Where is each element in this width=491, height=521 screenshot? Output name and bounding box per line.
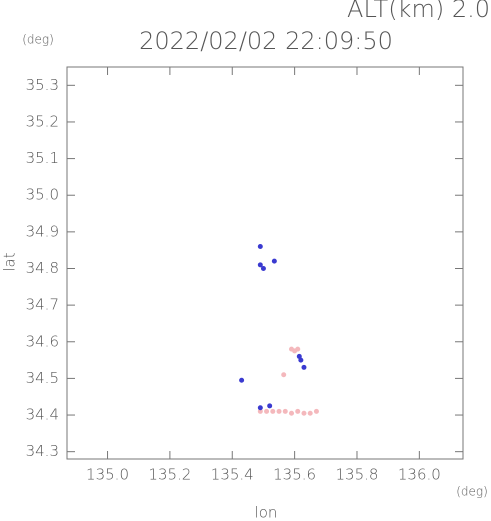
y-tick-label: 34.5 [26, 369, 59, 387]
point [260, 265, 266, 271]
x-tick-label: 136.0 [398, 466, 441, 484]
y-tick-label: 34.3 [26, 442, 59, 460]
y-tick-label: 35.2 [26, 112, 59, 130]
point [289, 410, 295, 416]
point [301, 364, 307, 370]
y-axis-unit: (deg) [22, 33, 54, 47]
point [257, 408, 263, 414]
x-axis-unit: (deg) [456, 485, 488, 499]
y-tick-label: 34.6 [26, 332, 59, 350]
y-tick-label: 34.8 [26, 259, 59, 277]
point [239, 377, 245, 383]
y-tick-label: 34.4 [26, 406, 59, 424]
y-tick-label: 34.9 [26, 222, 59, 240]
y-tick-label: 34.7 [26, 296, 59, 314]
x-axis-label: lon [255, 504, 278, 521]
point [282, 408, 288, 414]
point [271, 258, 277, 264]
point [270, 408, 276, 414]
x-tick-label: 135.8 [336, 466, 379, 484]
chart-subtitle: ALT(km) 2.0 [347, 0, 490, 23]
point [267, 403, 273, 409]
y-axis-label: lat [1, 252, 19, 271]
point [307, 410, 313, 416]
x-tick-label: 135.0 [86, 466, 129, 484]
point [313, 408, 319, 414]
point [295, 408, 301, 414]
plot-frame [66, 66, 464, 460]
y-tick-label: 35.0 [26, 186, 59, 204]
point [276, 408, 282, 414]
point [264, 408, 270, 414]
point [298, 357, 304, 363]
point [301, 410, 307, 416]
y-tick-label: 35.3 [26, 76, 59, 94]
x-tick-label: 135.2 [148, 466, 191, 484]
x-tick-label: 135.6 [273, 466, 316, 484]
y-tick-label: 35.1 [26, 149, 59, 167]
point [257, 262, 263, 268]
chart-title: 2022/02/02 22:09:50 [139, 27, 393, 55]
point [257, 405, 263, 411]
point [257, 244, 263, 250]
point [295, 346, 301, 352]
x-tick-label: 135.4 [211, 466, 254, 484]
point [281, 372, 287, 378]
